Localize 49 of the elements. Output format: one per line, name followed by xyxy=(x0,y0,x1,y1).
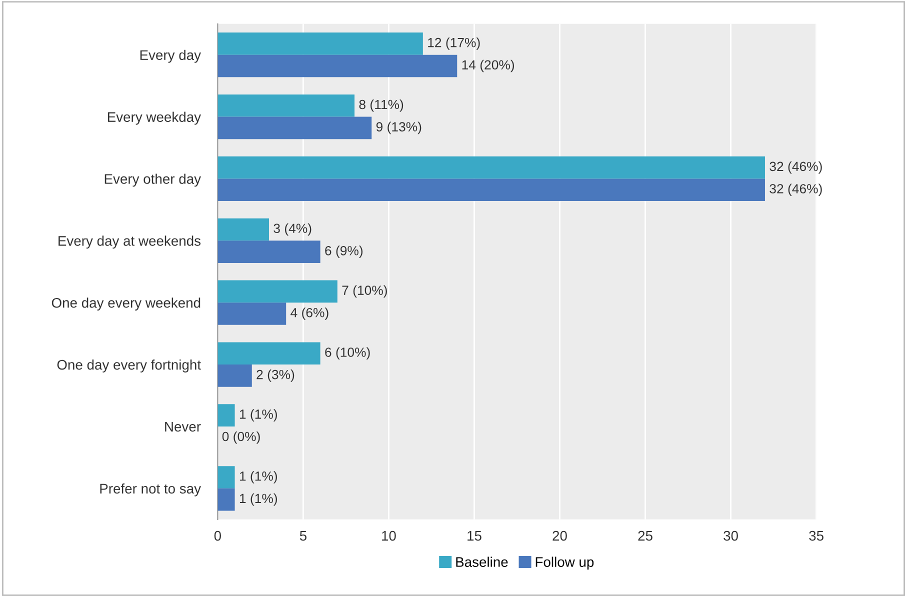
x-tick-label: 10 xyxy=(382,530,396,541)
y-tick-label: Prefer not to say xyxy=(100,483,201,496)
data-label: 9 (13%) xyxy=(376,122,422,134)
data-label: 32 (46%) xyxy=(770,184,822,196)
x-tick-label: 30 xyxy=(724,530,738,541)
bar xyxy=(218,32,423,55)
y-tick-label: Every other day xyxy=(104,174,201,187)
legend-label: Follow up xyxy=(536,556,594,570)
data-label: 7 (10%) xyxy=(342,285,387,298)
y-tick-label: One day every fortnight xyxy=(57,360,201,372)
bar xyxy=(218,404,235,426)
data-label: 1 (1%) xyxy=(240,471,277,484)
data-label: 6 (10%) xyxy=(325,347,370,360)
data-label: 3 (4%) xyxy=(274,223,312,236)
x-tick-label: 0 xyxy=(214,530,221,541)
x-tick-label: 35 xyxy=(809,530,824,541)
y-tick-label: Every day at weekends xyxy=(58,236,201,249)
bar xyxy=(218,54,458,78)
data-label: 1 (1%) xyxy=(240,493,277,506)
bar xyxy=(218,466,235,488)
data-label: 6 (9%) xyxy=(325,246,363,258)
bar xyxy=(218,302,286,325)
y-tick-label: Every weekday xyxy=(108,112,201,125)
bar xyxy=(218,240,320,263)
y-tick-label: One day every weekend xyxy=(52,298,200,311)
bar xyxy=(218,178,765,202)
bar xyxy=(218,218,269,241)
bar xyxy=(218,156,765,179)
legend-label: Baseline xyxy=(456,556,508,567)
bar xyxy=(218,94,355,117)
data-label: 4 (6%) xyxy=(290,308,328,320)
bar xyxy=(218,342,320,365)
bar xyxy=(218,116,372,140)
bar xyxy=(218,364,252,387)
x-tick-label: 15 xyxy=(468,531,482,541)
bar xyxy=(218,280,338,303)
data-label: 32 (46%) xyxy=(770,161,822,174)
x-tick-label: 20 xyxy=(552,530,567,541)
y-tick-label: Every day xyxy=(140,50,201,63)
data-label: 12 (17%) xyxy=(428,38,480,50)
x-tick-label: 5 xyxy=(300,531,306,541)
data-label: 14 (20%) xyxy=(462,60,514,72)
data-label: 8 (11%) xyxy=(359,99,404,112)
bar xyxy=(218,488,235,511)
x-tick-label: 25 xyxy=(638,530,652,541)
y-tick-label: Never xyxy=(165,422,201,432)
data-label: 2 (3%) xyxy=(256,370,294,382)
data-label: 1 (1%) xyxy=(240,409,277,422)
data-label: 0 (0%) xyxy=(222,431,260,444)
